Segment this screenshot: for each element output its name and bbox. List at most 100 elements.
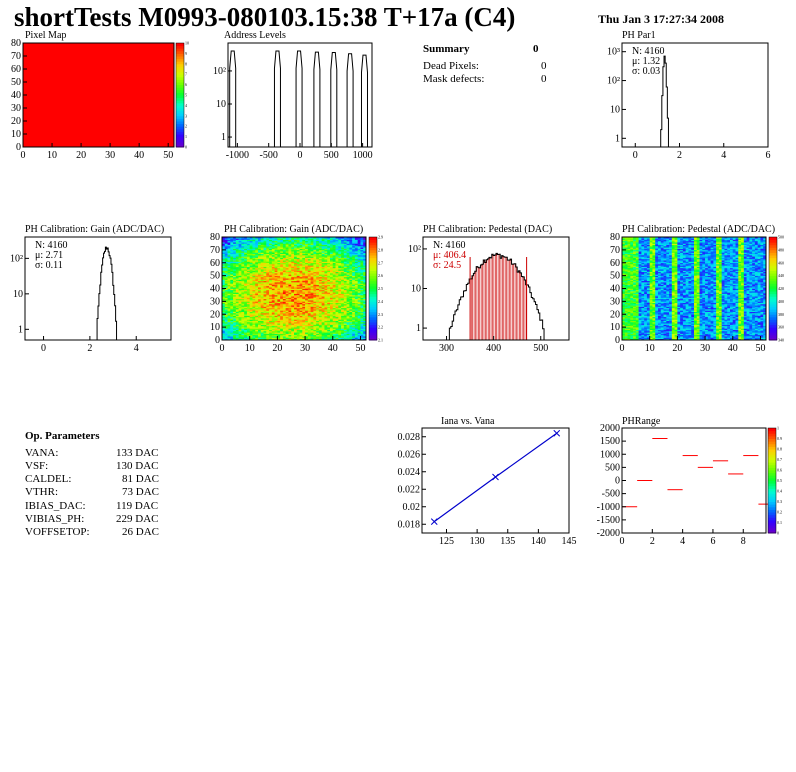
heatmap-cell <box>233 256 237 258</box>
heatmap-cell <box>266 333 270 336</box>
heatmap-cell <box>269 284 273 287</box>
heatmap-cell <box>627 284 631 287</box>
heatmap-cell <box>263 324 267 327</box>
heatmap-cell <box>310 261 314 264</box>
heatmap-cell <box>624 257 628 260</box>
heatmap-cell <box>633 301 637 303</box>
heatmap-cell <box>230 289 234 292</box>
heatmap-cell <box>277 237 281 239</box>
heatmap-cell <box>354 267 358 270</box>
palette-band <box>176 118 184 122</box>
heatmap-cell <box>635 270 639 273</box>
heatmap-cell <box>330 275 334 278</box>
heatmap-cell <box>222 293 226 296</box>
heatmap-cell <box>299 273 303 275</box>
heatmap-cell <box>349 332 353 334</box>
heatmap-cell <box>249 303 253 306</box>
heatmap-cell <box>622 253 626 256</box>
heatmap-cell <box>305 266 309 269</box>
heatmap-cell <box>230 337 234 340</box>
heatmap-cell <box>249 242 253 244</box>
heatmap-cell <box>277 303 281 306</box>
heatmap-cell <box>280 327 284 329</box>
heatmap-cell <box>282 297 286 300</box>
heatmap-cell <box>230 257 234 260</box>
heatmap-cell <box>307 270 311 273</box>
heatmap-cell <box>327 283 331 285</box>
heatmap-cell <box>233 238 237 240</box>
heatmap-cell <box>241 279 245 282</box>
heatmap-cell <box>241 253 245 256</box>
heatmap-cell <box>354 249 358 252</box>
heatmap-cell <box>274 314 278 316</box>
heatmap-cell <box>230 258 234 261</box>
heatmap-cell <box>230 288 234 291</box>
heatmap-cell <box>274 258 278 261</box>
heatmap-cell <box>233 328 237 330</box>
heatmap-cell <box>249 302 253 305</box>
palette-tick-label: 7 <box>185 72 187 77</box>
heatmap-cell <box>233 321 237 324</box>
heatmap-cell <box>260 237 264 239</box>
heatmap-cell <box>624 336 628 338</box>
heatmap-cell <box>249 327 253 329</box>
heatmap-cell <box>255 300 259 302</box>
heatmap-cell <box>224 310 228 312</box>
heatmap-cell <box>349 260 353 262</box>
heatmap-cell <box>335 280 339 283</box>
heatmap-cell <box>238 315 242 318</box>
heatmap-cell <box>360 262 364 265</box>
heatmap-cell <box>622 265 626 267</box>
heatmap-cell <box>241 244 245 247</box>
heatmap-cell <box>269 246 273 248</box>
heatmap-cell <box>338 246 342 248</box>
heatmap-cell <box>630 267 634 270</box>
heatmap-cell <box>299 301 303 303</box>
heatmap-cell <box>277 297 281 300</box>
heatmap-cell <box>263 273 267 275</box>
heatmap-cell <box>332 307 336 310</box>
heatmap-cell <box>269 251 273 253</box>
heatmap-cell <box>238 271 242 274</box>
heatmap-cell <box>638 312 642 315</box>
heatmap-cell <box>233 280 237 283</box>
heatmap-cell <box>360 273 364 275</box>
heatmap-cell <box>269 288 273 291</box>
heatmap-cell <box>338 337 342 340</box>
heatmap-cell <box>230 336 234 338</box>
heatmap-cell <box>294 296 298 298</box>
heatmap-cell <box>630 270 634 273</box>
heatmap-cell <box>360 314 364 316</box>
y-tick-label: 10³ <box>607 47 620 58</box>
heatmap-cell <box>330 282 334 284</box>
heatmap-cell <box>341 294 345 297</box>
heatmap-cell <box>330 310 334 312</box>
heatmap-cell <box>224 292 228 294</box>
heatmap-cell <box>316 287 320 289</box>
heatmap-cell <box>624 319 628 321</box>
heatmap-cell <box>224 291 228 293</box>
heatmap-cell <box>316 327 320 329</box>
heatmap-cell <box>274 252 278 255</box>
heatmap-cell <box>222 270 226 273</box>
heatmap-cell <box>313 280 317 283</box>
heatmap-cell <box>271 270 275 273</box>
heatmap-cell <box>638 311 642 314</box>
heatmap-cell <box>255 312 259 315</box>
heatmap-cell <box>635 293 639 296</box>
heatmap-cell <box>330 244 334 247</box>
heatmap-cell <box>296 291 300 293</box>
heatmap-cell <box>324 321 328 324</box>
heatmap-cell <box>338 267 342 270</box>
heatmap-cell <box>346 280 350 283</box>
heatmap-cell <box>352 265 356 267</box>
heatmap-cell <box>291 303 295 306</box>
heatmap-cell <box>635 262 639 265</box>
heatmap-cell <box>313 253 317 256</box>
heatmap-cell <box>318 264 322 266</box>
heatmap-cell <box>271 274 275 276</box>
heatmap-cell <box>269 301 273 303</box>
heatmap-cell <box>310 284 314 287</box>
heatmap-cell <box>624 300 628 302</box>
heatmap-cell <box>635 297 639 300</box>
